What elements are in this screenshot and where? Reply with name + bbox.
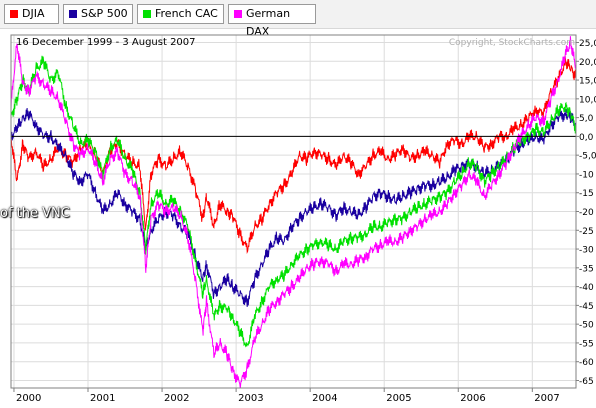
y-tick-label: -60 [579,358,594,368]
y-tick-label: -55 [579,339,594,349]
y-tick-label: -25 [579,227,594,237]
x-axis: 2000 2001 2002 2003 2004 2005 2006 2007 [13,388,560,404]
series-line-french-cac [10,55,577,348]
y-tick-label: -10 [579,170,594,180]
x-tick-label: 2001 [90,393,115,404]
x-tick-label: 2004 [312,393,337,404]
y-tick-label: -15 [579,189,594,199]
x-tick-label: 2003 [238,393,263,404]
legend-label-djia: DJIA [22,7,45,20]
copyright-watermark: Copyright, StockCharts.com [449,38,575,48]
y-tick-label: 15,0 [579,77,596,87]
legend-label-sp500: S&P 500 [81,7,128,20]
x-tick-label: 2002 [164,393,189,404]
y-tick-label: -30 [579,246,594,256]
series-group [10,36,577,389]
y-tick-label: 5,0 [579,114,594,124]
legend-swatch-djia [10,10,18,18]
legend-label-french-cac: French CAC [155,7,218,20]
performance-chart: 16 December 1999 - 3 August 2007 Copyrig… [10,34,596,404]
x-tick-label: 2000 [16,393,41,404]
legend-item-sp500[interactable]: S&P 500 [63,4,133,24]
y-tick-label: -5,0 [579,152,596,162]
legend-swatch-german-dax [234,10,242,18]
y-tick-label: 25,0 [579,39,596,49]
y-tick-label: -50 [579,321,594,331]
x-tick-label: 2007 [534,393,559,404]
chart-title: 16 December 1999 - 3 August 2007 [16,37,196,48]
overlay-caption: of the VNC [0,206,70,221]
x-tick-label: 2005 [386,393,411,404]
x-tick-label: 2006 [460,393,485,404]
y-tick-label: -35 [579,264,594,274]
y-tick-label: -65 [579,377,594,387]
legend-swatch-sp500 [69,10,77,18]
y-axis: 25,0 20,0 15,0 10,0 5,0 0,0 -5,0 -10 -15 -20 -25 -3… [576,39,596,387]
y-tick-label: -40 [579,283,594,293]
y-tick-label: -20 [579,208,594,218]
y-tick-label: 10,0 [579,95,596,105]
legend-item-french-cac[interactable]: French CAC [137,4,224,24]
legend-bar: DJIA S&P 500 French CAC German DAX [0,0,596,38]
y-tick-label: 20,0 [579,58,596,68]
y-tick-label: -45 [579,302,594,312]
y-tick-label: 0,0 [579,133,594,143]
legend-item-german-dax[interactable]: German DAX [228,4,316,38]
series-line-s-p-500 [10,107,577,307]
series-line-german-dax [10,36,577,389]
legend-swatch-french-cac [143,10,151,18]
legend-item-djia[interactable]: DJIA [4,4,59,24]
